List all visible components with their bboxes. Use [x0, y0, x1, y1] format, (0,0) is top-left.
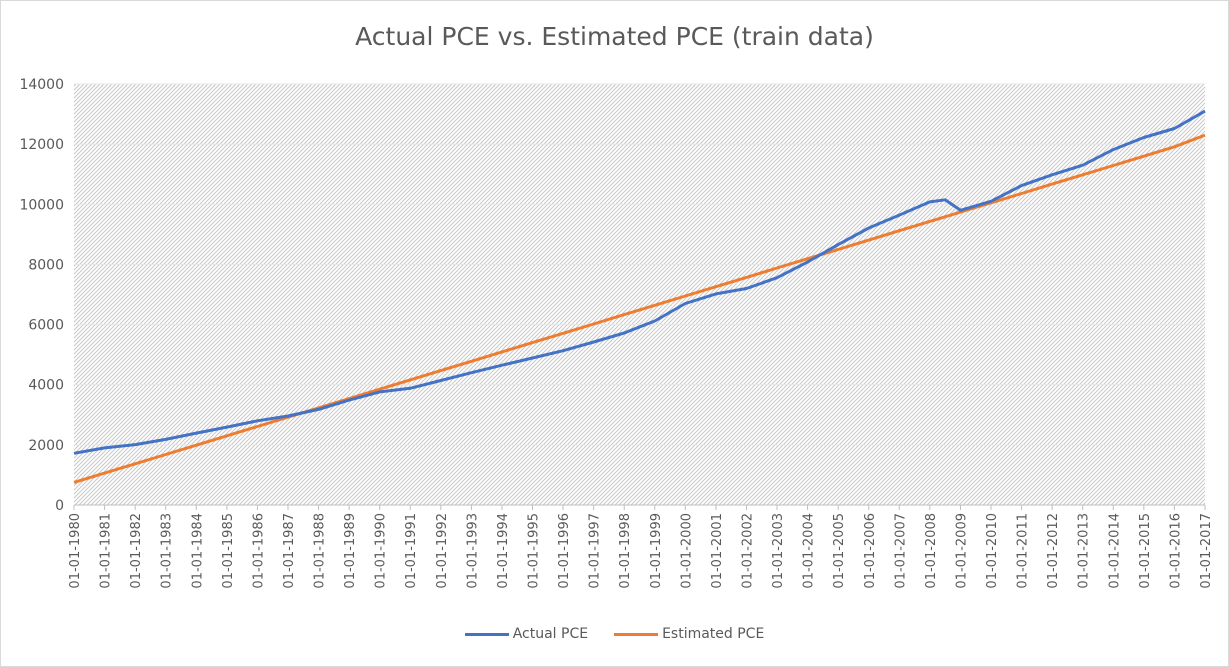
- y-tick-label: 12000: [19, 137, 64, 153]
- x-tick-label: 01-01-2007: [893, 513, 908, 589]
- x-tick-label: 01-01-1994: [496, 513, 511, 589]
- x-tick-label: 01-01-1998: [618, 513, 633, 589]
- y-tick-label: 14000: [19, 77, 64, 93]
- x-tick-label: 01-01-2009: [954, 513, 969, 589]
- legend-label-estimated: Estimated PCE: [662, 626, 765, 642]
- y-tick-label: 10000: [19, 197, 64, 213]
- x-tick-label: 01-01-2011: [1016, 513, 1031, 589]
- series-line-actual: [73, 109, 1206, 455]
- x-tick-label: 01-01-1982: [129, 513, 144, 589]
- x-tick-label: 01-01-2003: [771, 513, 786, 589]
- x-tick-label: 01-01-2005: [832, 513, 847, 589]
- x-tick-label: 01-01-1981: [99, 513, 114, 589]
- x-tick-label: 01-01-1993: [465, 513, 480, 589]
- x-tick-label: 01-01-2002: [740, 513, 755, 589]
- chart-title: Actual PCE vs. Estimated PCE (train data…: [355, 22, 874, 51]
- legend-item-actual: Actual PCE: [464, 626, 589, 642]
- x-tick-label: 01-01-2012: [1046, 513, 1061, 589]
- axes: 0 2000 4000 6000 8000 10000 12000 14000 01-01-19…: [19, 77, 1214, 589]
- y-tick-label: 8000: [28, 257, 64, 273]
- x-tick-label: 01-01-2014: [1107, 513, 1122, 589]
- x-tick-label: 01-01-1995: [527, 513, 542, 589]
- x-tick-label: 01-01-2013: [1077, 513, 1092, 589]
- x-tick-label: 01-01-1986: [251, 513, 266, 589]
- x-tick-label: 01-01-1991: [404, 513, 419, 589]
- legend-item-estimated: Estimated PCE: [614, 626, 764, 642]
- x-tick-label: 01-01-2015: [1138, 513, 1153, 589]
- x-tick-label: 01-01-1990: [374, 513, 389, 589]
- x-tick-label: 01-01-2006: [863, 513, 878, 589]
- plot-area: [74, 84, 1205, 505]
- gridlines: [74, 83, 1205, 446]
- x-tick-label: 01-01-1983: [160, 513, 175, 589]
- x-tick-label: 01-01-1987: [282, 513, 297, 589]
- x-tick-label: 01-01-1988: [313, 513, 328, 589]
- x-tick-label: 01-01-2001: [710, 513, 725, 589]
- series-layer: [73, 109, 1206, 484]
- y-tick-label: 2000: [28, 438, 64, 454]
- x-tick-label: 01-01-1992: [435, 513, 450, 589]
- x-tick-label: 01-01-2008: [924, 513, 939, 589]
- x-tick-label: 01-01-1980: [68, 513, 83, 589]
- legend-label-actual: Actual PCE: [512, 626, 589, 642]
- x-tick-label: 01-01-2004: [802, 513, 817, 589]
- legend-swatch-actual: [464, 632, 509, 636]
- x-tick-label: 01-01-1989: [343, 513, 358, 589]
- y-tick-label: 4000: [28, 378, 64, 394]
- x-tick-label: 01-01-2017: [1199, 513, 1214, 589]
- x-tick-label: 01-01-2010: [985, 513, 1000, 589]
- legend-swatch-estimated: [614, 632, 659, 636]
- x-tick-label: 01-01-2000: [679, 513, 694, 589]
- y-tick-label: 6000: [28, 318, 64, 334]
- x-tick-label: 01-01-1984: [190, 513, 205, 589]
- x-tick-label: 01-01-1985: [221, 513, 236, 589]
- x-tick-label: 01-01-1999: [649, 513, 664, 589]
- x-tick-label: 01-01-1996: [557, 513, 572, 589]
- y-tick-label: 0: [55, 498, 64, 514]
- series-line-estimated: [73, 133, 1206, 484]
- legend: Actual PCE Estimated PCE: [0, 626, 1229, 642]
- x-tick-label: 01-01-2016: [1168, 513, 1183, 589]
- x-tick-label: 01-01-1997: [588, 513, 603, 589]
